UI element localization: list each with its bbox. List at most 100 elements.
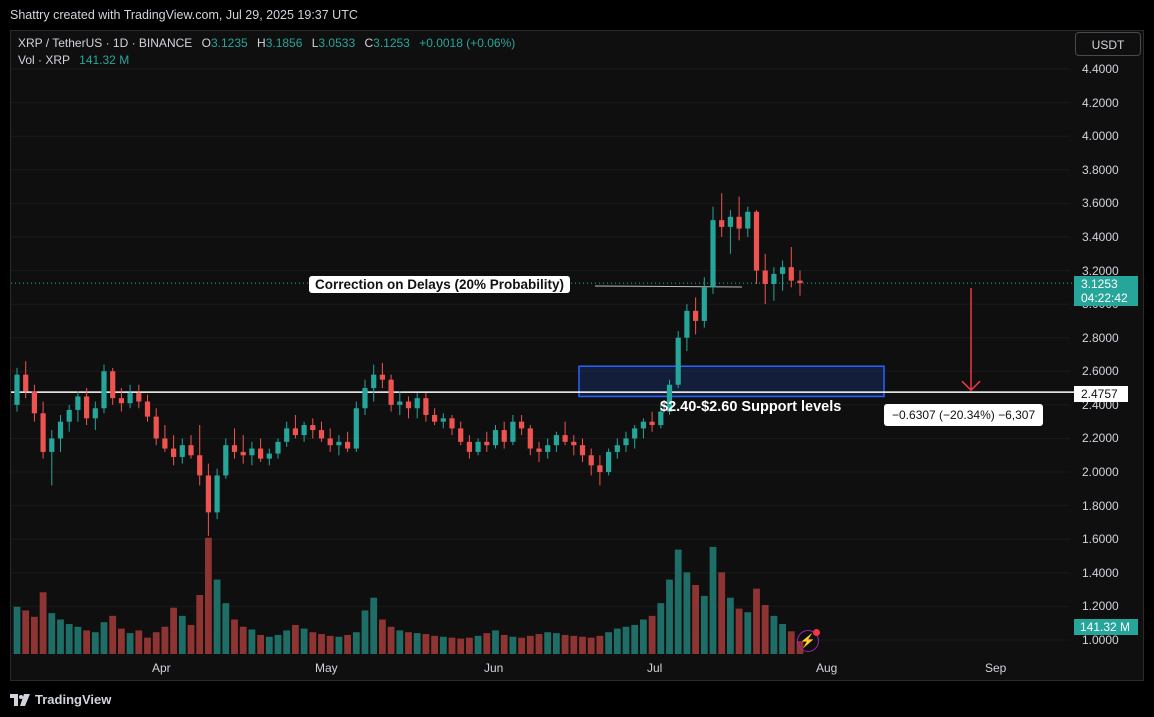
candle-body <box>171 448 177 457</box>
volume-bar <box>674 549 682 654</box>
volume-bar <box>318 634 325 654</box>
candle-body <box>40 413 46 452</box>
legend: XRP / TetherUS · 1D · BINANCE O3.1235 H3… <box>18 35 515 69</box>
volume-bar <box>109 615 117 654</box>
tradingview-logo[interactable]: TradingView <box>10 692 111 707</box>
candle-body <box>266 453 272 459</box>
volume-bar <box>727 597 734 654</box>
correction-connector <box>594 285 743 288</box>
volume-bar <box>196 595 204 654</box>
volume-bar <box>283 630 291 654</box>
volume-bar <box>65 624 73 654</box>
candle-body <box>362 388 368 409</box>
candle-body <box>345 441 351 449</box>
legend-symbol: XRP / TetherUS · 1D · BINANCE <box>18 36 193 50</box>
legend-volume-label: Vol · XRP <box>18 53 70 67</box>
candle-body <box>327 438 333 446</box>
notification-dot <box>813 629 820 636</box>
volume-bar <box>761 604 769 654</box>
candle-body <box>110 371 116 399</box>
candle-body <box>127 393 133 404</box>
candle-body <box>275 441 281 454</box>
candle-body <box>49 438 55 452</box>
candle-body <box>318 430 325 439</box>
time-axis-label: Apr <box>152 661 171 675</box>
candle-body <box>249 448 255 456</box>
flash-icon[interactable]: ⚡ <box>797 629 820 652</box>
volume-bar <box>396 630 404 654</box>
candle-body <box>771 273 777 284</box>
volume-bar <box>39 592 47 654</box>
header-bar: Shattry created with TradingView.com, Ju… <box>0 0 1154 30</box>
volume-bar <box>222 603 230 654</box>
price-axis-label: 1.4000 <box>1082 565 1119 580</box>
volume-bar <box>718 572 726 654</box>
candle-body <box>597 465 603 473</box>
candle-body <box>423 398 429 415</box>
candle-body <box>666 384 673 412</box>
candle-body <box>66 409 72 422</box>
candle-body <box>258 448 264 459</box>
candle-body <box>214 475 220 513</box>
volume-bar <box>570 635 578 654</box>
candle-body <box>301 425 307 436</box>
volume-bar <box>257 634 264 654</box>
volume-bar <box>474 635 482 654</box>
candle-body <box>623 438 629 446</box>
candle-body <box>205 475 211 513</box>
volume-bar <box>187 624 195 654</box>
candle-body <box>136 393 142 402</box>
volume-bar <box>613 628 621 654</box>
volume-bar <box>535 634 543 654</box>
volume-bar <box>379 619 386 654</box>
price-axis-label: 1.6000 <box>1082 532 1119 547</box>
candle-body <box>101 371 107 409</box>
candle-body <box>231 445 238 452</box>
candle-body <box>14 374 20 405</box>
price-axis-label: 4.2000 <box>1082 95 1119 110</box>
candle-body <box>466 441 472 452</box>
candle-body <box>510 421 516 442</box>
volume-bar <box>431 635 438 654</box>
candle-body <box>658 411 664 426</box>
candle-body <box>701 287 707 321</box>
time-axis-label: Jun <box>484 661 504 675</box>
candle-body <box>310 425 316 431</box>
price-axis-label: 2.0000 <box>1082 465 1119 480</box>
volume-bar <box>13 606 21 654</box>
price-axis-label: 3.6000 <box>1082 196 1119 211</box>
time-axis-label: Sep <box>985 661 1007 675</box>
candle-body <box>553 435 559 446</box>
candle-body <box>606 451 612 473</box>
price-axis-label: 3.2000 <box>1082 263 1119 278</box>
legend-close: 3.1253 <box>373 36 410 50</box>
support-label[interactable]: $2.40-$2.60 Support levels <box>660 399 842 415</box>
volume-bar <box>309 632 317 654</box>
volume-bar <box>683 572 691 654</box>
volume-bar <box>22 610 30 654</box>
legend-change: +0.0018 (+0.06%) <box>419 36 516 50</box>
candle-body <box>753 211 760 271</box>
measure-label[interactable]: −0.6307 (−20.34%) −6,307 <box>884 404 1044 426</box>
candle-body <box>797 280 803 284</box>
candle-body <box>632 428 638 439</box>
candle-body <box>240 451 246 456</box>
candle-body <box>84 396 90 419</box>
candle-body <box>501 430 507 442</box>
currency-button[interactable]: USDT <box>1075 32 1141 56</box>
volume-bar <box>74 626 82 654</box>
candle-body <box>571 441 577 446</box>
volume-bar <box>213 579 221 654</box>
candle-body <box>640 421 646 429</box>
correction-note[interactable]: Correction on Delays (20% Probability) <box>309 276 571 293</box>
last-price-countdown: 04:22:42 <box>1081 291 1128 305</box>
volume-bar <box>100 622 108 654</box>
last-price-tag: 3.1253 04:22:42 <box>1074 276 1138 306</box>
candle-body <box>579 445 586 456</box>
candle-body <box>75 396 81 410</box>
candle-body <box>780 267 786 274</box>
price-axis-label: 1.0000 <box>1082 633 1119 647</box>
volume-bar <box>457 638 465 654</box>
candle-body <box>179 445 185 457</box>
